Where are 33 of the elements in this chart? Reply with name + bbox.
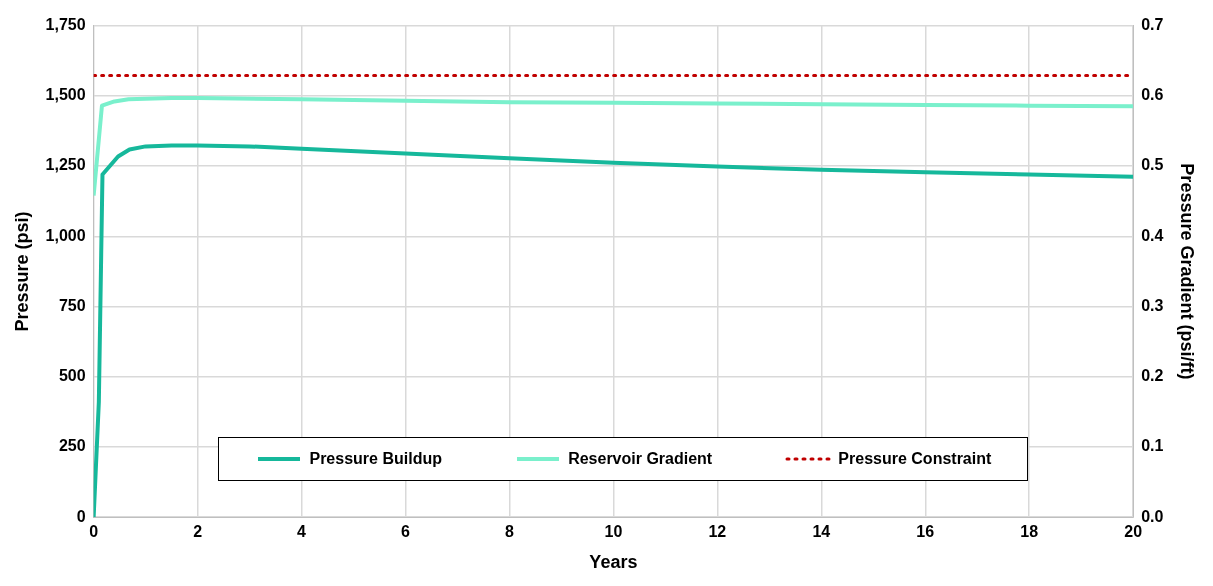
y2-tick-label: 0.6 <box>1141 86 1164 104</box>
legend-label: Pressure Buildup <box>309 450 442 469</box>
x-tick-label: 14 <box>812 523 831 541</box>
y-tick-label: 1,000 <box>45 226 86 244</box>
y-tick-label: 1,250 <box>45 156 86 174</box>
y-axis-title: Pressure (psi) <box>11 211 32 332</box>
x-tick-label: 6 <box>401 523 411 541</box>
x-tick-label: 16 <box>916 523 935 541</box>
y2-tick-label: 0.0 <box>1141 507 1164 525</box>
legend-label: Reservoir Gradient <box>568 450 713 469</box>
y-tick-label: 1,750 <box>45 16 86 34</box>
x-tick-label: 12 <box>708 523 727 541</box>
y2-tick-label: 0.1 <box>1141 437 1164 455</box>
x-tick-label: 18 <box>1020 523 1039 541</box>
x-tick-label: 4 <box>297 523 307 541</box>
x-tick-label: 2 <box>193 523 203 541</box>
y2-tick-label: 0.5 <box>1141 156 1164 174</box>
y-tick-label: 1,500 <box>45 86 86 104</box>
x-tick-label: 20 <box>1124 523 1143 541</box>
legend-label: Pressure Constraint <box>838 450 992 469</box>
x-tick-label: 10 <box>604 523 623 541</box>
y-tick-label: 500 <box>58 367 86 385</box>
y2-axis-title: Pressure Gradient (psi/ft) <box>1177 163 1198 380</box>
y-tick-label: 750 <box>58 296 86 314</box>
y-tick-label: 0 <box>76 507 86 525</box>
y-tick-label: 250 <box>58 437 86 455</box>
x-tick-label: 0 <box>89 523 99 541</box>
y2-tick-label: 0.3 <box>1141 296 1164 314</box>
x-tick-label: 8 <box>504 523 514 541</box>
x-axis-title: Years <box>589 552 638 573</box>
y2-tick-label: 0.4 <box>1141 226 1164 244</box>
y2-tick-label: 0.7 <box>1141 16 1164 34</box>
y2-tick-label: 0.2 <box>1141 367 1164 385</box>
